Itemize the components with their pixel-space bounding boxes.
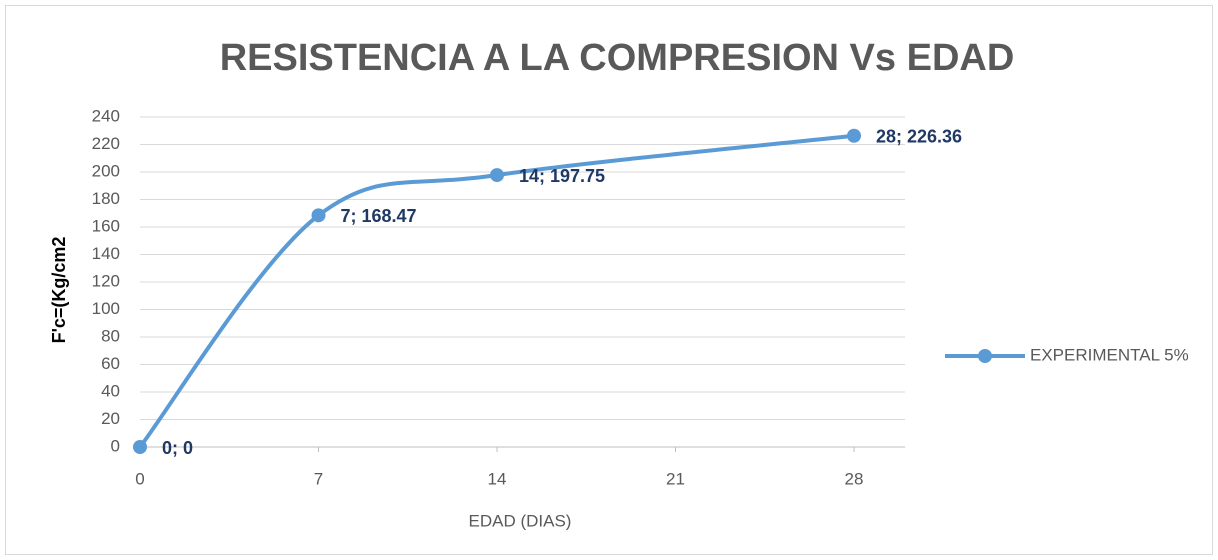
y-tick-label: 80 (101, 326, 120, 345)
y-tick-label: 180 (92, 189, 120, 208)
y-tick-label: 200 (92, 161, 120, 180)
data-point (847, 128, 861, 143)
x-tick-label: 7 (314, 469, 323, 488)
x-tick-label: 0 (135, 469, 144, 488)
y-tick-label: 220 (92, 134, 120, 153)
y-tick-label: 120 (92, 271, 120, 290)
chart-border (5, 5, 1213, 555)
y-axis-label: F'c=(Kg/cm2 (49, 237, 69, 344)
data-point (133, 440, 147, 454)
x-axis-label: EDAD (DIAS) (469, 511, 572, 530)
y-tick-label: 100 (92, 299, 120, 318)
legend-marker (978, 349, 992, 363)
x-tick-label: 14 (488, 469, 507, 488)
y-tick-label: 60 (101, 354, 120, 373)
y-tick-label: 40 (101, 381, 120, 400)
data-label: 7; 168.47 (341, 206, 417, 226)
data-label: 14; 197.75 (519, 166, 605, 186)
y-tick-label: 0 (111, 436, 120, 455)
y-tick-label: 140 (92, 244, 120, 263)
series-line (138, 133, 856, 449)
y-tick-label: 240 (92, 106, 120, 125)
data-point (311, 208, 326, 223)
data-label: 0; 0 (162, 438, 193, 458)
x-tick-label: 28 (845, 469, 864, 488)
chart-title: RESISTENCIA A LA COMPRESION Vs EDAD (220, 37, 1015, 79)
legend-label: EXPERIMENTAL 5% (1030, 345, 1189, 364)
data-label: 28; 226.36 (876, 127, 962, 147)
y-tick-label: 20 (101, 409, 120, 428)
y-tick-label: 160 (92, 216, 120, 235)
data-point (490, 168, 504, 183)
x-tick-label: 21 (666, 469, 685, 488)
